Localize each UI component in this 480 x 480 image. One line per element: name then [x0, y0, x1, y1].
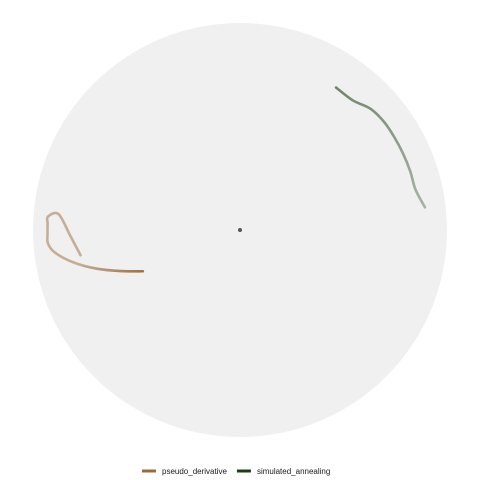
legend-item-pseudo-derivative: pseudo_derivative — [142, 467, 227, 476]
center-marker — [238, 228, 242, 232]
legend: pseudo_derivative simulated_annealing — [142, 467, 330, 476]
series-line-simulated-annealing — [334, 86, 427, 209]
legend-label: simulated_annealing — [257, 467, 330, 476]
legend-label: pseudo_derivative — [162, 467, 227, 476]
legend-item-simulated-annealing: simulated_annealing — [236, 467, 330, 476]
series-layer — [45, 86, 427, 273]
series-line-pseudo-derivative — [45, 211, 145, 273]
